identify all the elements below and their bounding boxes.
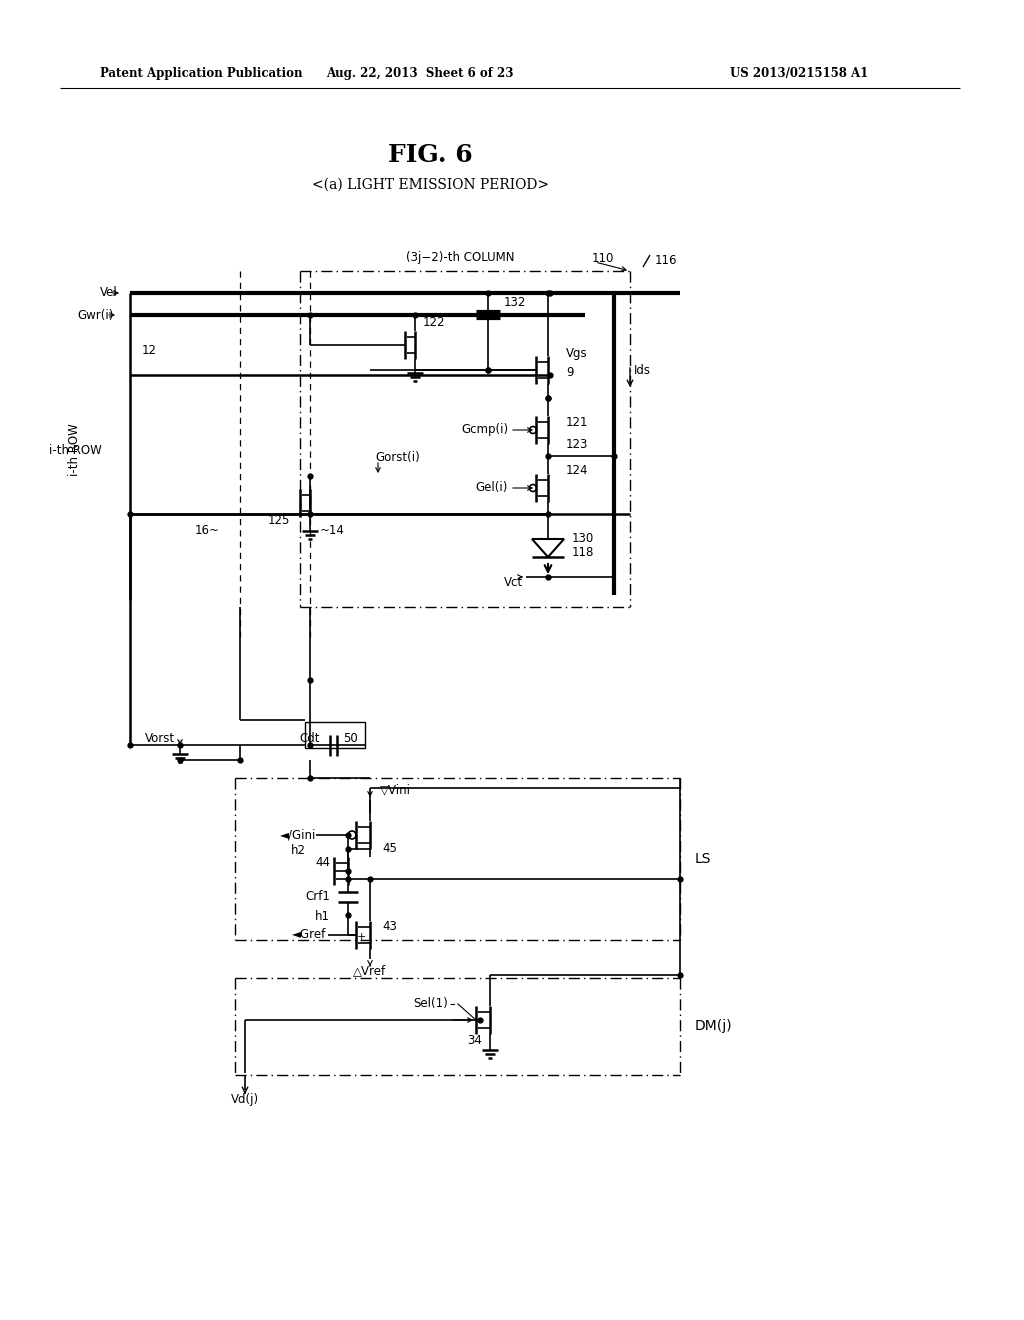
- Text: 124: 124: [566, 463, 589, 477]
- Text: h2: h2: [291, 843, 306, 857]
- Text: +: +: [356, 932, 366, 942]
- Text: 34: 34: [468, 1034, 482, 1047]
- Text: 43: 43: [382, 920, 397, 933]
- Text: 9: 9: [566, 366, 573, 379]
- Text: Gel(i): Gel(i): [475, 482, 508, 495]
- Text: <(a) LIGHT EMISSION PERIOD>: <(a) LIGHT EMISSION PERIOD>: [311, 178, 549, 191]
- Text: Gwr(i): Gwr(i): [78, 309, 114, 322]
- Text: 12: 12: [142, 343, 157, 356]
- Text: Ids: Ids: [634, 363, 651, 376]
- Text: Vd(j): Vd(j): [231, 1093, 259, 1106]
- Text: 121: 121: [566, 416, 589, 429]
- Text: LS: LS: [695, 851, 712, 866]
- Text: Aug. 22, 2013  Sheet 6 of 23: Aug. 22, 2013 Sheet 6 of 23: [327, 66, 514, 79]
- Text: Vct: Vct: [504, 576, 523, 589]
- Text: 45: 45: [382, 842, 397, 855]
- Text: h1: h1: [315, 911, 330, 924]
- Text: ◄Gref: ◄Gref: [292, 928, 326, 941]
- Text: Patent Application Publication: Patent Application Publication: [100, 66, 302, 79]
- Bar: [305, 722, 365, 748]
- Text: US 2013/0215158 A1: US 2013/0215158 A1: [730, 66, 868, 79]
- Text: 116: 116: [655, 253, 678, 267]
- Text: i-th ROW: i-th ROW: [69, 424, 82, 477]
- Text: ◄/Gini: ◄/Gini: [280, 829, 316, 842]
- Text: DM(j): DM(j): [695, 1019, 732, 1034]
- Text: (3j−2)-th COLUMN: (3j−2)-th COLUMN: [406, 251, 514, 264]
- Text: Vorst: Vorst: [144, 731, 175, 744]
- Text: 122: 122: [423, 317, 445, 330]
- Text: 118: 118: [572, 545, 594, 558]
- Text: 123: 123: [566, 437, 589, 450]
- Text: 132: 132: [504, 297, 526, 309]
- Text: 125: 125: [267, 515, 290, 528]
- Text: △Vref: △Vref: [353, 965, 387, 978]
- Text: 44: 44: [315, 857, 330, 870]
- Text: Cdt: Cdt: [299, 731, 319, 744]
- Text: 50: 50: [343, 731, 357, 744]
- Text: 130: 130: [572, 532, 594, 544]
- Text: ~14: ~14: [319, 524, 345, 536]
- Text: Sel(1): Sel(1): [414, 998, 449, 1011]
- Text: ▽Vini: ▽Vini: [380, 784, 411, 796]
- Text: Crf1: Crf1: [305, 891, 330, 903]
- Text: Vgs: Vgs: [566, 347, 588, 360]
- Text: FIG. 6: FIG. 6: [388, 143, 472, 168]
- Text: Gcmp(i): Gcmp(i): [461, 424, 508, 437]
- Text: i-th ROW: i-th ROW: [48, 444, 101, 457]
- Text: 110: 110: [592, 252, 614, 264]
- Text: 16~: 16~: [196, 524, 220, 536]
- Text: Gorst(i): Gorst(i): [375, 451, 420, 465]
- Text: Vel: Vel: [100, 286, 118, 300]
